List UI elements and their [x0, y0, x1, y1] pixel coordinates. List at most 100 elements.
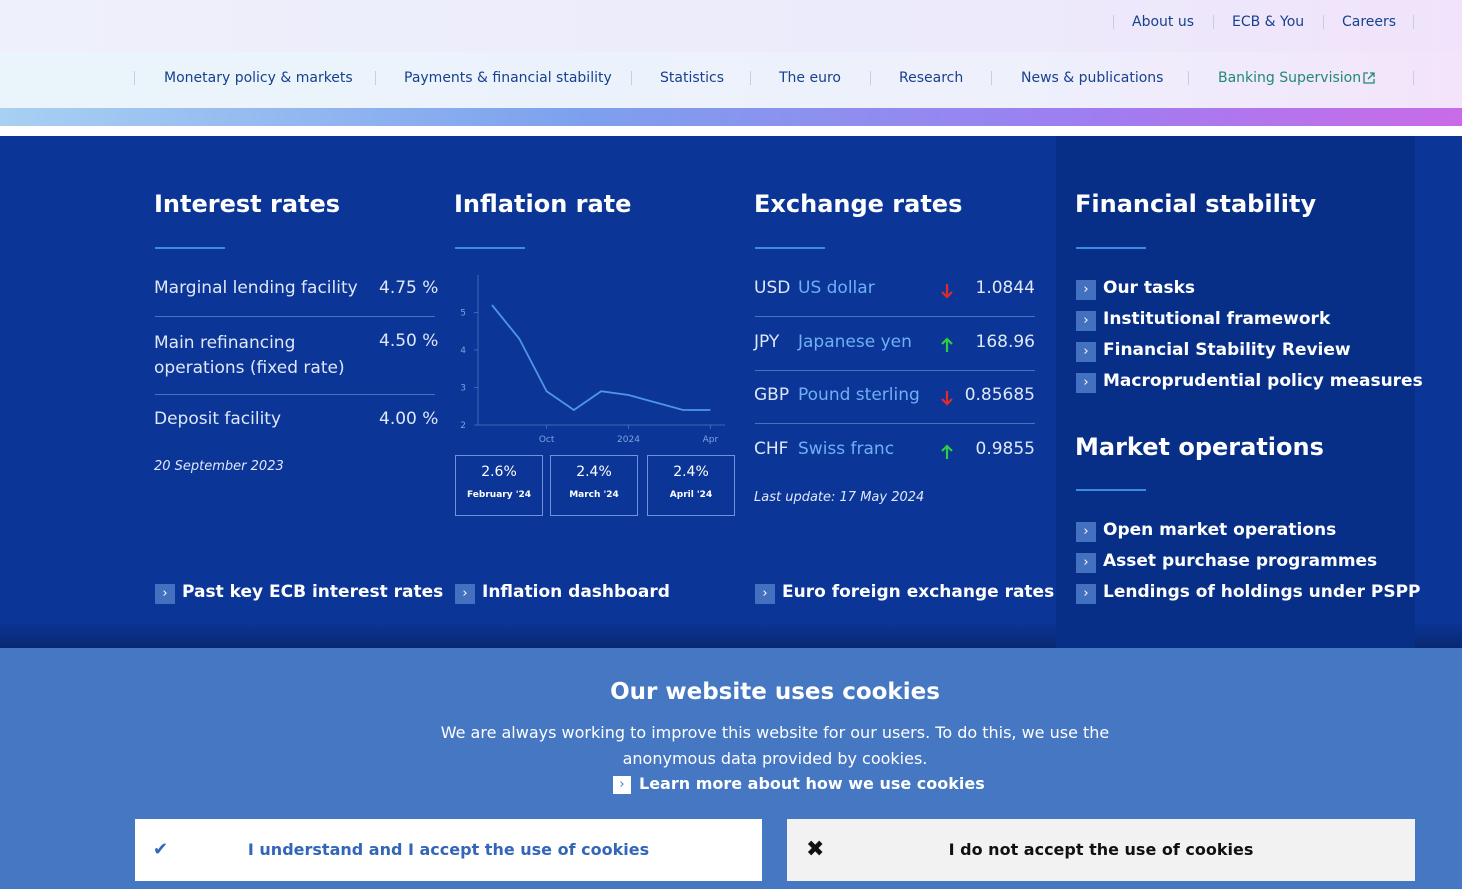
- underline: [455, 247, 525, 249]
- top-link[interactable]: Careers: [1342, 14, 1397, 30]
- x-tick-label: 2024: [617, 435, 640, 445]
- close-icon: ✖: [806, 837, 825, 862]
- nav-bar: [0, 52, 1462, 108]
- separator: [870, 71, 871, 85]
- chevron: ›: [1076, 311, 1096, 331]
- value-box: 2.6% February '24: [455, 455, 543, 516]
- rate-label: Marginal lending facility: [154, 278, 358, 298]
- last-update: Last update: 17 May 2024: [754, 490, 925, 505]
- divider: [755, 423, 1035, 424]
- box-label: February '24: [467, 490, 531, 500]
- currency-code: CHF: [754, 439, 789, 459]
- nav-link[interactable]: News & publications: [1021, 70, 1164, 86]
- nav-link[interactable]: Research: [899, 70, 964, 86]
- link[interactable]: Inflation dashboard: [482, 582, 670, 602]
- separator: [1323, 15, 1324, 29]
- currency-code: GBP: [754, 385, 790, 405]
- rate-label: Deposit facility: [154, 409, 282, 429]
- currency-rate: 0.85685: [964, 385, 1035, 405]
- link[interactable]: Our tasks: [1103, 278, 1195, 298]
- currency-rate: 168.96: [975, 332, 1035, 352]
- underline: [1076, 489, 1146, 491]
- nav-link[interactable]: The euro: [779, 70, 841, 86]
- divider: [155, 394, 435, 395]
- section-title: Financial stability: [1075, 190, 1317, 218]
- section-title: Exchange rates: [754, 190, 963, 218]
- separator: [1413, 71, 1414, 85]
- box-value: 2.6%: [481, 464, 517, 480]
- nav-link[interactable]: Payments & financial stability: [404, 70, 612, 86]
- value-box: 2.4% March '24: [550, 455, 638, 516]
- x-tick-label: Oct: [539, 435, 555, 445]
- chevron: ›: [1076, 553, 1096, 573]
- trend-icon: [940, 443, 954, 461]
- nav-link[interactable]: Monetary policy & markets: [164, 70, 353, 86]
- chevron: ›: [1076, 522, 1096, 542]
- link[interactable]: Past key ECB interest rates: [182, 582, 444, 602]
- chevron: ›: [455, 584, 475, 604]
- link[interactable]: Euro foreign exchange rates: [782, 582, 1055, 602]
- value-box: 2.4% April '24: [647, 455, 735, 516]
- chevron: ›: [1076, 584, 1096, 604]
- stability-column: [1056, 108, 1415, 648]
- link[interactable]: Institutional framework: [1103, 309, 1331, 329]
- top-bar: [0, 0, 1462, 52]
- separator: [1188, 71, 1189, 85]
- chevron: ›: [613, 776, 631, 794]
- separator: [1213, 15, 1214, 29]
- button-label: I understand and I accept the use of coo…: [247, 840, 650, 859]
- top-link[interactable]: ECB & You: [1232, 14, 1305, 30]
- separator: [1413, 15, 1414, 29]
- section-title: Interest rates: [154, 190, 341, 218]
- y-tick-label: 2: [460, 421, 466, 431]
- divider: [755, 370, 1035, 371]
- button-label: I do not accept the use of cookies: [948, 840, 1254, 859]
- chevron: ›: [1076, 373, 1096, 393]
- cookie-text: We are always working to improve this we…: [440, 723, 1110, 768]
- inflation-chart: 2 3 4 5 Oct 2024 Apr: [460, 275, 725, 445]
- chevron: ›: [755, 584, 775, 604]
- section-title: Market operations: [1075, 433, 1324, 461]
- top-link[interactable]: About us: [1132, 14, 1195, 30]
- underline: [155, 247, 225, 249]
- cookie-link[interactable]: Learn more about how we use cookies: [639, 774, 985, 793]
- link[interactable]: Asset purchase programmes: [1103, 551, 1378, 571]
- underline: [1076, 247, 1146, 249]
- currency-name[interactable]: US dollar: [798, 278, 875, 298]
- currency-name[interactable]: Japanese yen: [798, 332, 912, 352]
- nav-link[interactable]: Banking Supervision: [1218, 70, 1362, 86]
- y-tick-label: 3: [460, 384, 466, 394]
- chevron: ›: [1076, 342, 1096, 362]
- section-title: Inflation rate: [454, 190, 632, 218]
- currency-rate: 0.9855: [975, 439, 1035, 459]
- accept-button[interactable]: ✔ I understand and I accept the use of c…: [135, 819, 762, 881]
- separator: [375, 71, 376, 85]
- link[interactable]: Lendings of holdings under PSPP: [1103, 582, 1421, 602]
- currency-name[interactable]: Pound sterling: [798, 385, 920, 405]
- currency-rate: 1.0844: [975, 278, 1035, 298]
- inflation-line: [491, 304, 711, 412]
- separator: [134, 71, 135, 85]
- link[interactable]: Financial Stability Review: [1103, 340, 1351, 360]
- divider: [755, 316, 1035, 317]
- trend-icon: [940, 336, 954, 354]
- separator: [991, 71, 992, 85]
- rate-label: Main refinancing operations (fixed rate): [154, 333, 345, 378]
- date: 20 September 2023: [154, 459, 284, 474]
- link[interactable]: Macroprudential policy measures: [1103, 371, 1423, 391]
- nav-link[interactable]: Statistics: [660, 70, 724, 86]
- box-label: April '24: [669, 490, 713, 500]
- link[interactable]: Open market operations: [1103, 520, 1337, 540]
- currency-name[interactable]: Swiss franc: [798, 439, 895, 459]
- underline: [755, 247, 825, 249]
- x-tick-label: Apr: [703, 435, 719, 445]
- chevron: ›: [1076, 280, 1096, 300]
- external-icon: [1363, 72, 1375, 84]
- box-label: March '24: [569, 490, 619, 500]
- rate-value: 4.75 %: [379, 278, 439, 298]
- box-value: 2.4%: [673, 464, 709, 480]
- decline-button[interactable]: ✖ I do not accept the use of cookies: [787, 819, 1415, 881]
- currency-code: USD: [754, 278, 791, 298]
